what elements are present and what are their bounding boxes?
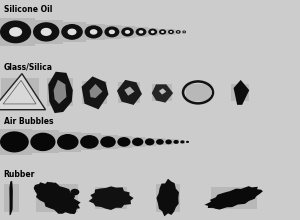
Polygon shape xyxy=(124,86,135,96)
Circle shape xyxy=(156,139,164,145)
Circle shape xyxy=(41,28,52,36)
Circle shape xyxy=(183,31,185,33)
Bar xyxy=(27,130,59,154)
Polygon shape xyxy=(9,181,13,215)
Bar xyxy=(58,22,85,42)
Bar xyxy=(95,187,127,209)
Circle shape xyxy=(148,29,157,35)
Bar xyxy=(144,138,156,146)
Bar xyxy=(0,18,35,46)
Bar xyxy=(173,139,179,144)
Circle shape xyxy=(30,133,56,151)
Bar xyxy=(30,20,63,44)
Text: Rubber: Rubber xyxy=(4,170,35,179)
Bar xyxy=(120,26,135,38)
Bar xyxy=(156,184,180,212)
Polygon shape xyxy=(54,80,66,104)
Circle shape xyxy=(90,29,98,35)
Circle shape xyxy=(0,131,29,152)
Bar xyxy=(167,29,175,35)
Bar xyxy=(54,132,81,152)
Polygon shape xyxy=(0,74,46,110)
Polygon shape xyxy=(205,186,263,210)
Circle shape xyxy=(33,22,59,42)
Bar xyxy=(98,135,118,149)
Circle shape xyxy=(177,31,179,33)
Bar xyxy=(82,81,106,104)
Text: Glass/Silica: Glass/Silica xyxy=(4,63,52,72)
Circle shape xyxy=(100,136,116,148)
Circle shape xyxy=(173,140,179,144)
Bar xyxy=(155,138,165,145)
Circle shape xyxy=(191,85,212,100)
Bar xyxy=(180,140,185,144)
Circle shape xyxy=(34,184,45,192)
Bar xyxy=(152,84,172,101)
Polygon shape xyxy=(89,84,103,98)
Circle shape xyxy=(176,30,181,34)
Bar xyxy=(116,136,132,148)
Bar xyxy=(164,139,173,145)
Bar xyxy=(103,25,121,39)
Bar xyxy=(186,141,189,143)
Circle shape xyxy=(182,31,186,33)
Circle shape xyxy=(68,29,76,35)
Circle shape xyxy=(9,27,22,37)
Bar xyxy=(182,30,187,33)
Bar xyxy=(82,24,105,40)
Bar xyxy=(47,79,73,106)
Circle shape xyxy=(104,26,119,37)
Bar xyxy=(130,137,145,147)
Circle shape xyxy=(57,134,79,150)
Circle shape xyxy=(70,189,79,195)
Circle shape xyxy=(121,27,134,37)
Polygon shape xyxy=(157,179,179,216)
Circle shape xyxy=(80,135,99,149)
Bar xyxy=(158,29,167,35)
Circle shape xyxy=(132,138,143,146)
Circle shape xyxy=(161,31,164,33)
Circle shape xyxy=(109,29,115,34)
Circle shape xyxy=(85,25,103,38)
Circle shape xyxy=(168,30,174,34)
Bar xyxy=(211,187,257,209)
Bar xyxy=(2,78,39,107)
Polygon shape xyxy=(34,182,81,214)
Circle shape xyxy=(165,139,172,144)
Circle shape xyxy=(151,31,154,33)
Circle shape xyxy=(125,30,130,34)
Bar xyxy=(231,84,249,101)
Polygon shape xyxy=(234,80,249,105)
Polygon shape xyxy=(152,84,173,103)
Circle shape xyxy=(145,138,154,145)
Text: Silicone Oil: Silicone Oil xyxy=(4,6,52,15)
Circle shape xyxy=(180,140,184,143)
Bar xyxy=(78,133,101,150)
Text: Air Bubbles: Air Bubbles xyxy=(4,117,53,126)
Circle shape xyxy=(61,24,83,40)
Polygon shape xyxy=(88,186,134,210)
Polygon shape xyxy=(82,76,109,109)
Bar xyxy=(4,184,19,212)
Bar xyxy=(35,184,79,212)
Circle shape xyxy=(170,31,172,33)
Bar xyxy=(175,30,181,34)
Bar xyxy=(134,27,148,37)
Circle shape xyxy=(139,30,143,34)
Bar xyxy=(0,129,32,155)
Circle shape xyxy=(0,20,31,43)
Polygon shape xyxy=(48,72,73,113)
Polygon shape xyxy=(159,88,166,95)
Circle shape xyxy=(186,141,189,143)
Polygon shape xyxy=(117,80,142,105)
Bar xyxy=(147,28,158,36)
Circle shape xyxy=(67,205,77,213)
Circle shape xyxy=(159,29,166,35)
Bar xyxy=(186,84,210,101)
Circle shape xyxy=(136,28,146,36)
Circle shape xyxy=(47,182,55,188)
Bar xyxy=(118,82,140,103)
Circle shape xyxy=(117,137,130,147)
